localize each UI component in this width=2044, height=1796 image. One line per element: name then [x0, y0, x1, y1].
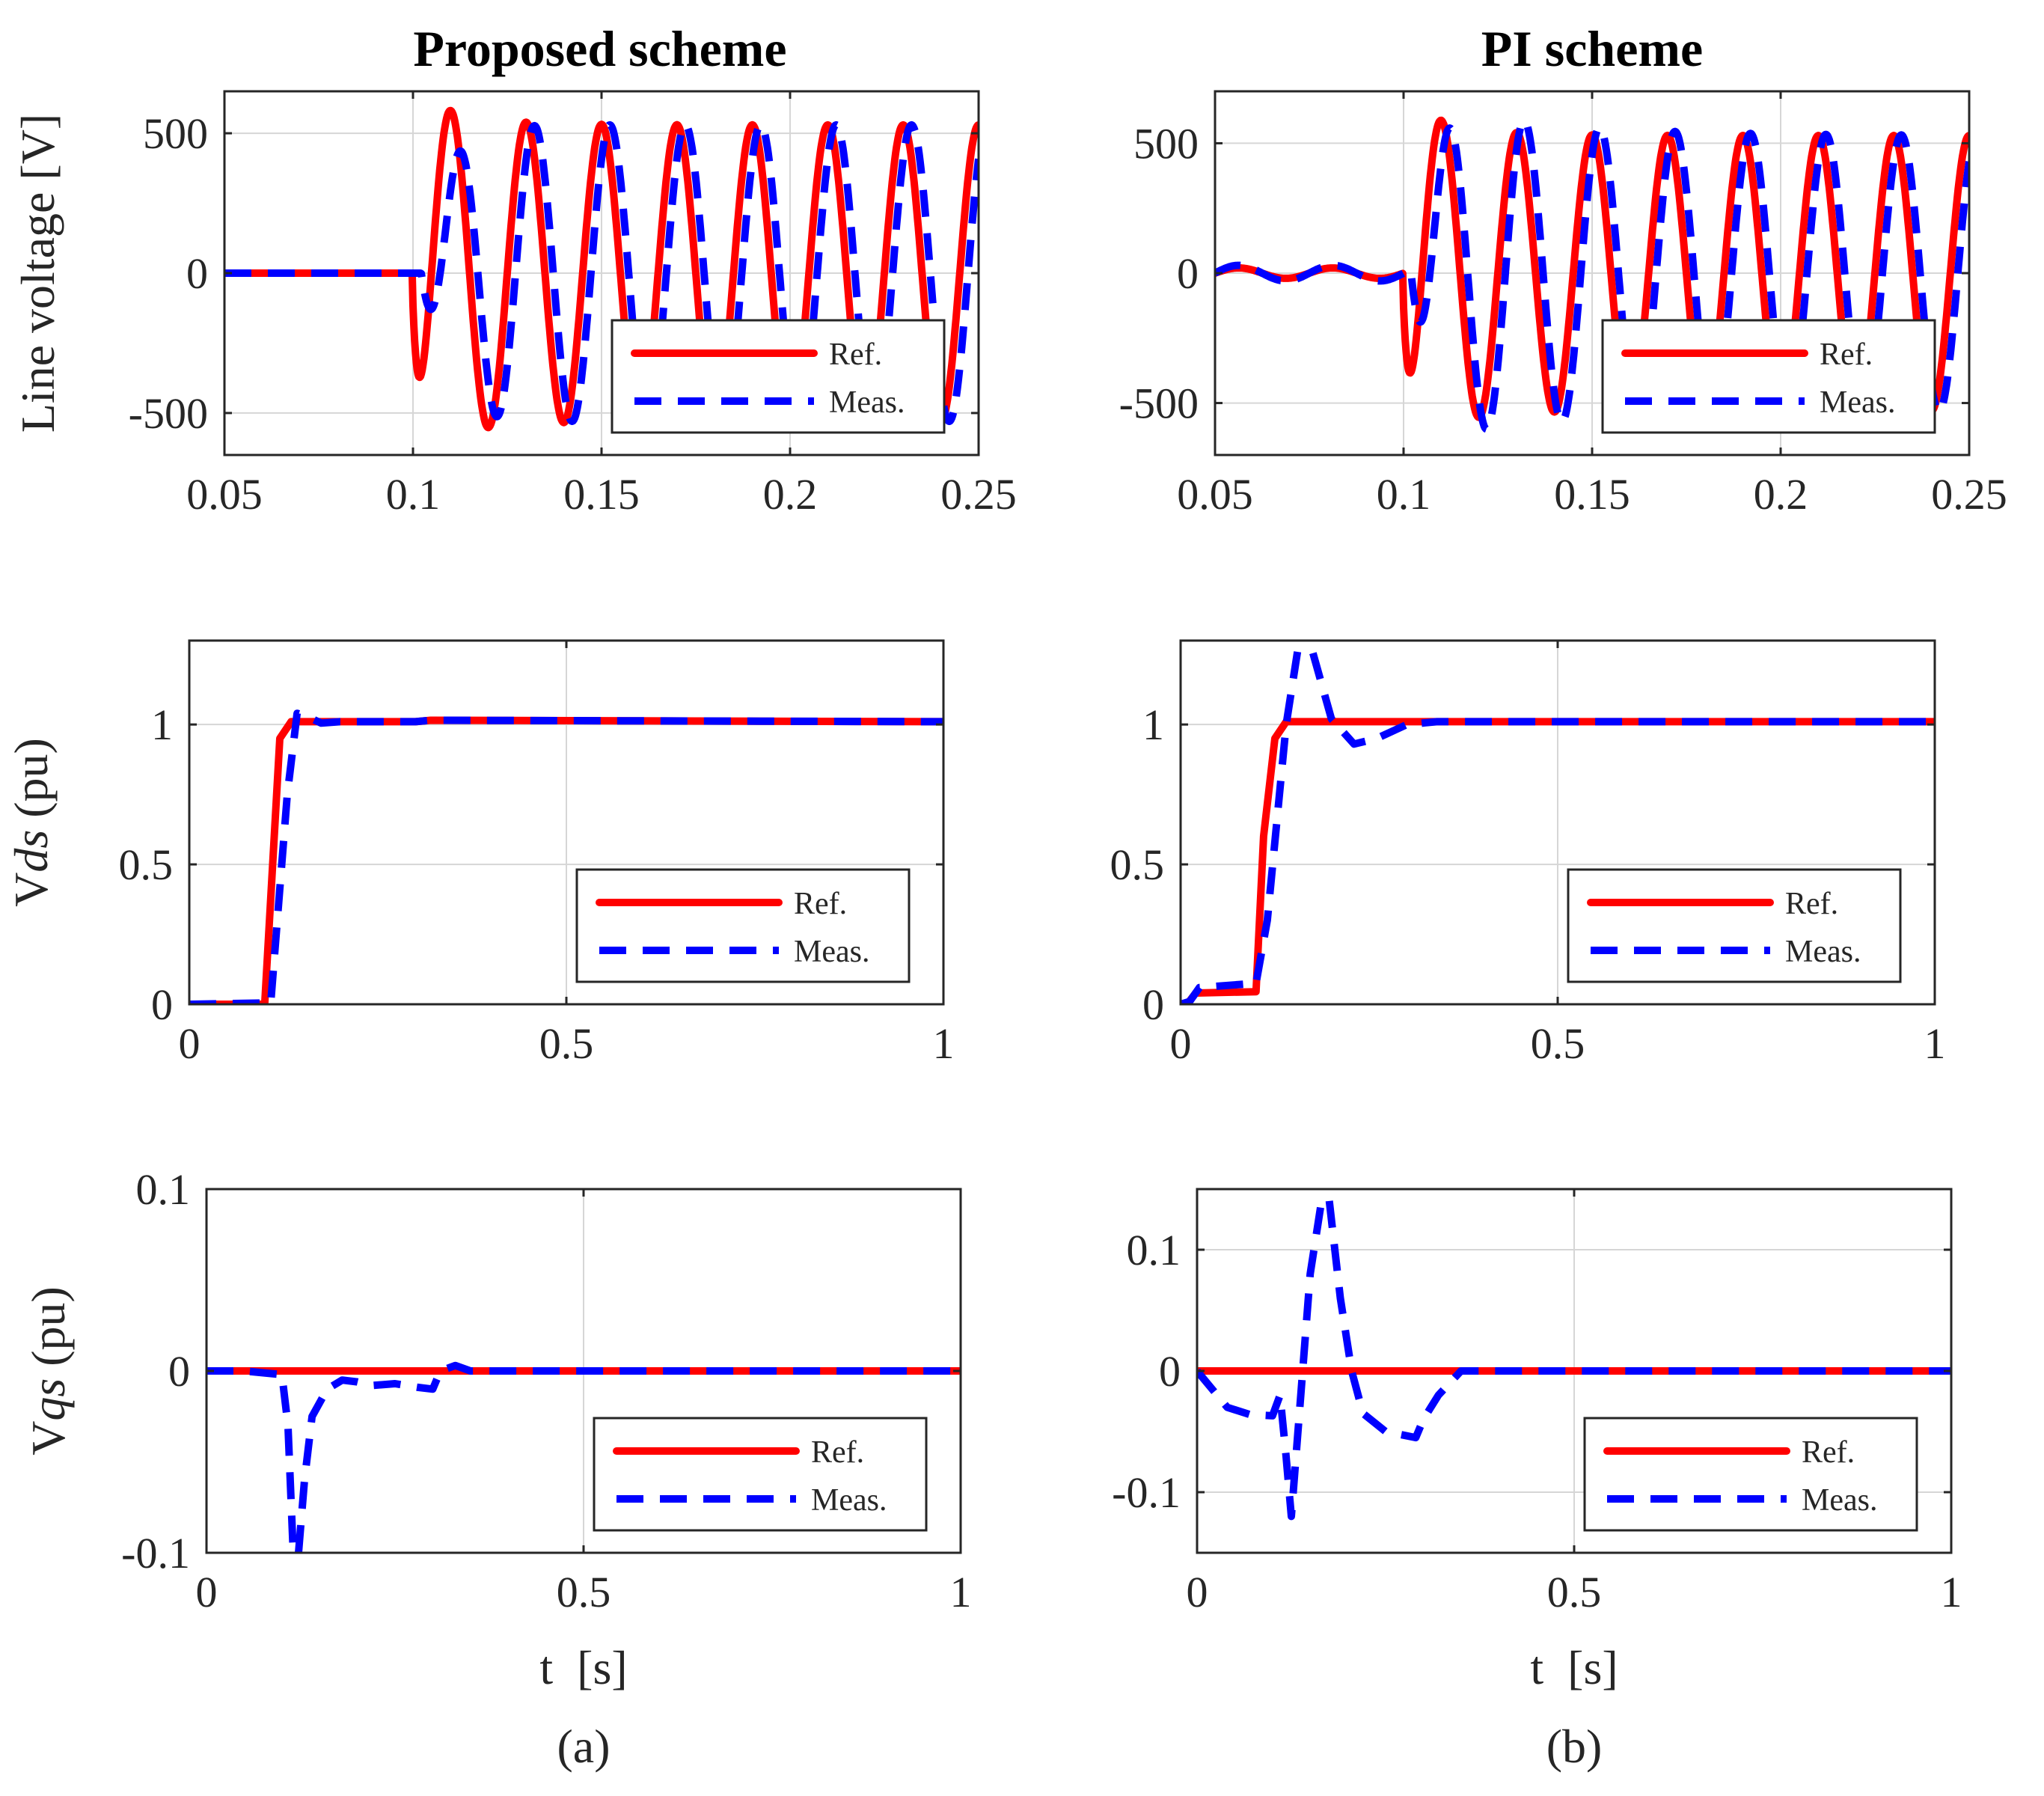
chart-a-line: 0.05 0.1 0.15 0.2 0.25 500 0 -500 Line voltage […	[11, 90, 1017, 519]
series-ref-line	[189, 716, 943, 1004]
legend-ref-label: Ref.	[829, 337, 882, 372]
y-tick-label: 0	[1177, 249, 1199, 298]
legend: Ref. Meas.	[1567, 868, 1902, 983]
x-tick-label: 0.15	[1554, 470, 1630, 519]
x-tick-label: 0.5	[557, 1568, 611, 1616]
y-axis-label: Vqs (pu)	[22, 1286, 75, 1456]
y-tick-label: 0.5	[119, 840, 174, 889]
chart-b-vqs: 0 0.5 1 0.1 0 -0.1 t [s] Ref. Meas.	[1112, 1188, 1962, 1694]
x-tick-label: 0.1	[1377, 470, 1431, 519]
y-tick-label: 0.1	[136, 1165, 191, 1214]
chart-b-line: 0.05 0.1 0.15 0.2 0.25 500 0 -500 Ref. Meas.	[1119, 90, 2007, 519]
y-tick-label: 500	[1133, 119, 1199, 168]
x-tick-label: 1	[1941, 1568, 1962, 1616]
x-tick-label: 0.1	[386, 470, 441, 519]
series-meas-line	[1181, 648, 1935, 1004]
series-meas-line	[224, 120, 979, 426]
panel-label-b: (b)	[1546, 1720, 1603, 1773]
y-axis-label: Line voltage [V]	[11, 114, 64, 433]
x-tick-label: 0	[1187, 1568, 1208, 1616]
legend: Ref. Meas.	[575, 868, 911, 983]
y-axis-label: Vds (pu)	[4, 738, 58, 907]
x-axis-label: t [s]	[1530, 1641, 1618, 1694]
panel-label-a: (a)	[557, 1720, 610, 1773]
x-tick-label: 0.2	[763, 470, 818, 519]
y-tick-label: 1	[151, 700, 173, 749]
legend-meas-label: Meas.	[1802, 1483, 1877, 1518]
series-meas-line	[206, 1361, 961, 1553]
column-title-proposed: Proposed scheme	[413, 20, 786, 77]
chart-a-vds: 0 0.5 1 1 0.5 0 Vds (pu) Ref. Meas.	[4, 639, 955, 1068]
x-tick-label: 0.05	[1177, 470, 1253, 519]
y-tick-label: -0.1	[1112, 1468, 1181, 1517]
y-tick-label: 0	[151, 980, 173, 1029]
x-tick-label: 0	[1170, 1019, 1192, 1068]
legend-meas-label: Meas.	[794, 935, 869, 969]
legend: Ref. Meas.	[1601, 319, 1936, 434]
x-tick-label: 1	[933, 1019, 955, 1068]
x-tick-label: 0.25	[1931, 470, 2007, 519]
legend: Ref. Meas.	[593, 1417, 928, 1532]
x-tick-label: 0.5	[1531, 1019, 1585, 1068]
x-tick-label: 0	[179, 1019, 201, 1068]
x-tick-label: 1	[950, 1568, 972, 1616]
x-tick-label: 0	[196, 1568, 218, 1616]
legend-meas-label: Meas.	[811, 1483, 887, 1518]
legend-box	[1567, 868, 1902, 983]
legend-box	[575, 868, 911, 983]
legend: Ref. Meas.	[1583, 1417, 1918, 1532]
legend-ref-label: Ref.	[1785, 887, 1838, 921]
y-tick-label: 0.1	[1127, 1226, 1181, 1274]
x-tick-label: 0.25	[940, 470, 1017, 519]
y-tick-label: 0	[168, 1347, 190, 1396]
x-axis-label: t [s]	[539, 1641, 627, 1694]
legend-ref-label: Ref.	[1802, 1435, 1855, 1470]
legend-box	[1601, 319, 1936, 434]
y-tick-label: -0.1	[121, 1529, 190, 1577]
legend-box	[593, 1417, 928, 1532]
y-tick-label: 0.5	[1110, 840, 1165, 889]
y-tick-label: 0	[186, 249, 208, 298]
legend-box	[1583, 1417, 1918, 1532]
x-tick-label: 1	[1924, 1019, 1946, 1068]
y-tick-label: -500	[129, 389, 208, 438]
x-tick-label: 0.15	[563, 470, 640, 519]
y-tick-label: 1	[1142, 700, 1164, 749]
legend-meas-label: Meas.	[1785, 935, 1861, 969]
legend: Ref. Meas.	[611, 319, 946, 434]
y-tick-label: 0	[1159, 1347, 1181, 1396]
legend-ref-label: Ref.	[1820, 337, 1873, 372]
x-tick-label: 0.5	[539, 1019, 594, 1068]
legend-meas-label: Meas.	[829, 385, 905, 420]
x-tick-label: 0.5	[1547, 1568, 1602, 1616]
column-title-pi: PI scheme	[1481, 20, 1703, 77]
x-tick-label: 0.05	[186, 470, 263, 519]
legend-ref-label: Ref.	[811, 1435, 864, 1470]
series-meas-line	[1215, 117, 1969, 433]
series-meas-line	[189, 709, 943, 1004]
y-tick-label: 500	[143, 109, 208, 158]
chart-b-vds: 0 0.5 1 1 0.5 0 Ref. Meas.	[1110, 639, 1946, 1068]
x-tick-label: 0.2	[1754, 470, 1808, 519]
legend-box	[611, 319, 946, 434]
legend-ref-label: Ref.	[794, 887, 847, 921]
legend-meas-label: Meas.	[1820, 385, 1895, 420]
y-tick-label: 0	[1142, 980, 1164, 1029]
y-tick-label: -500	[1119, 379, 1199, 428]
